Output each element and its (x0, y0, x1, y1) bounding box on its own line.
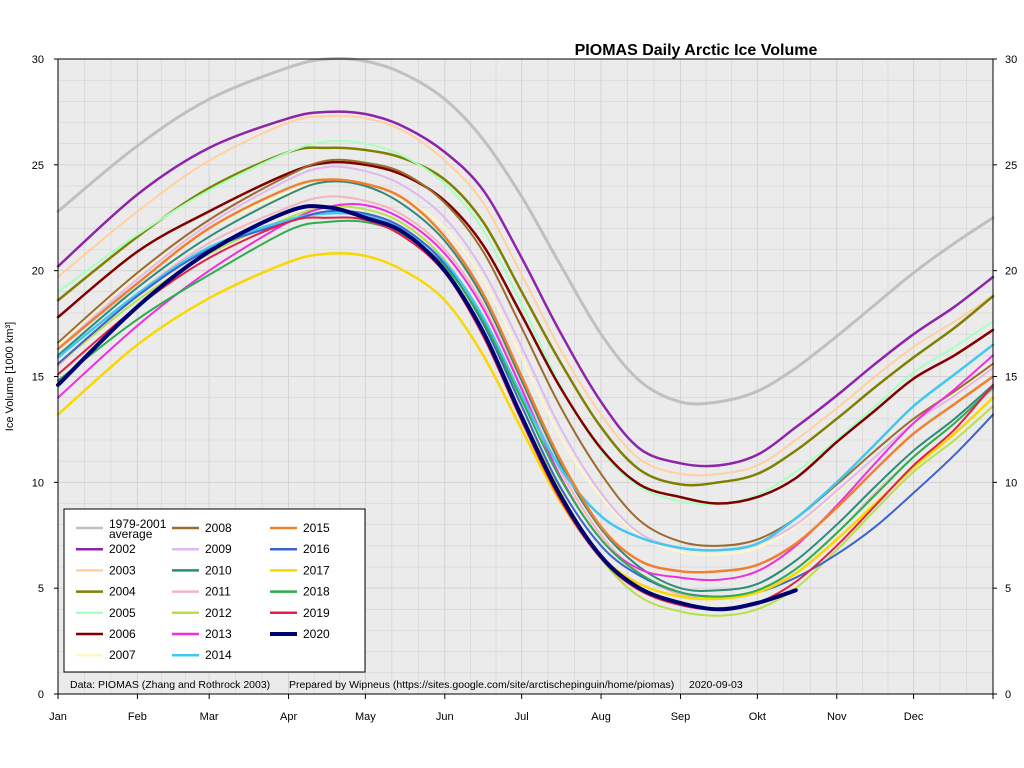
legend-label: 2014 (205, 648, 232, 662)
y-tick-label-right: 0 (1005, 689, 1011, 701)
x-tick-label: Nov (827, 711, 847, 723)
y-tick-label-right: 30 (1005, 54, 1017, 66)
y-tick-label-left: 30 (32, 54, 44, 66)
x-tick-label: Sep (671, 711, 691, 723)
x-tick-label: Jun (436, 711, 454, 723)
legend-label: 2005 (109, 606, 136, 620)
y-tick-label-left: 25 (32, 160, 44, 172)
legend-label: 2006 (109, 627, 136, 641)
y-tick-label-right: 15 (1005, 372, 1017, 384)
x-tick-label: Aug (591, 711, 611, 723)
footer-data-source: Data: PIOMAS (Zhang and Rothrock 2003) (70, 679, 270, 691)
x-tick-label: Feb (128, 711, 147, 723)
y-axis-label: Ice Volume [1000 km³] (4, 322, 16, 431)
series-line-2008 (57, 158, 994, 547)
legend-label: 1979-2001 (109, 517, 167, 531)
series-line-2019 (57, 216, 994, 611)
footer-date: 2020-09-03 (689, 679, 743, 691)
legend-label: 2015 (303, 521, 330, 535)
chart-title: PIOMAS Daily Arctic Ice Volume (575, 42, 818, 59)
y-tick-label-left: 0 (38, 689, 44, 701)
series-line-2014 (56, 211, 995, 552)
x-tick-label: Jan (49, 711, 67, 723)
series-line-2010 (57, 180, 994, 592)
legend-label: 2017 (303, 563, 330, 577)
series-line-2015 (56, 178, 995, 574)
legend-box (63, 508, 366, 673)
legend-label: 2013 (205, 627, 232, 641)
y-tick-label-left: 15 (32, 372, 44, 384)
legend-label: 2004 (109, 585, 136, 599)
y-tick-label-left: 10 (32, 477, 44, 489)
y-axis-left: 0 5 10 15 20 25 30 (32, 54, 58, 701)
y-axis-right: 0 5 10 15 20 25 30 (993, 54, 1017, 701)
legend-label: 2018 (303, 585, 330, 599)
x-tick-label: Mar (200, 711, 219, 723)
legend-label: 2003 (109, 563, 136, 577)
y-tick-label-right: 10 (1005, 477, 1017, 489)
series-line-2002 (56, 110, 995, 468)
legend-label: 2008 (205, 521, 232, 535)
x-axis: Jan Feb Mar Apr May Jun Jul Aug Sep Okt Nov Dec (49, 694, 994, 723)
x-tick-label: Apr (280, 711, 297, 723)
x-tick-label: Jul (515, 711, 529, 723)
y-tick-label-right: 25 (1005, 160, 1017, 172)
series-line-2009 (57, 165, 994, 552)
series-line-2007 (57, 180, 994, 556)
legend-label-line2: average (109, 527, 153, 541)
series-line-2020 (56, 204, 798, 612)
x-tick-label: Okt (749, 711, 766, 723)
x-tick-label: Dec (904, 711, 924, 723)
legend-label: 2019 (303, 606, 330, 620)
footer-prepared-by: Prepared by Wipneus (https://sites.googl… (289, 679, 674, 691)
series-line-2017 (56, 251, 995, 601)
legend-label: 2012 (205, 606, 232, 620)
legend-label: 2007 (109, 648, 136, 662)
series-line-2018 (57, 219, 994, 598)
series-line-2003 (57, 114, 994, 477)
series-lines (56, 57, 995, 617)
y-tick-label-right: 5 (1005, 583, 1011, 595)
y-tick-label-left: 5 (38, 583, 44, 595)
x-tick-label: May (355, 711, 376, 723)
y-tick-label-right: 20 (1005, 266, 1017, 278)
legend-label: 2016 (303, 542, 330, 556)
y-tick-label-left: 20 (32, 266, 44, 278)
legend-label: 2020 (303, 627, 330, 641)
legend-label: 2010 (205, 563, 232, 577)
legend-label: 2002 (109, 542, 136, 556)
series-line-2006 (56, 160, 995, 505)
series-line-1979-2001-average (56, 57, 995, 406)
series-line-2012 (57, 205, 994, 617)
legend-label: 2011 (205, 585, 231, 599)
legend-label: 2009 (205, 542, 232, 556)
